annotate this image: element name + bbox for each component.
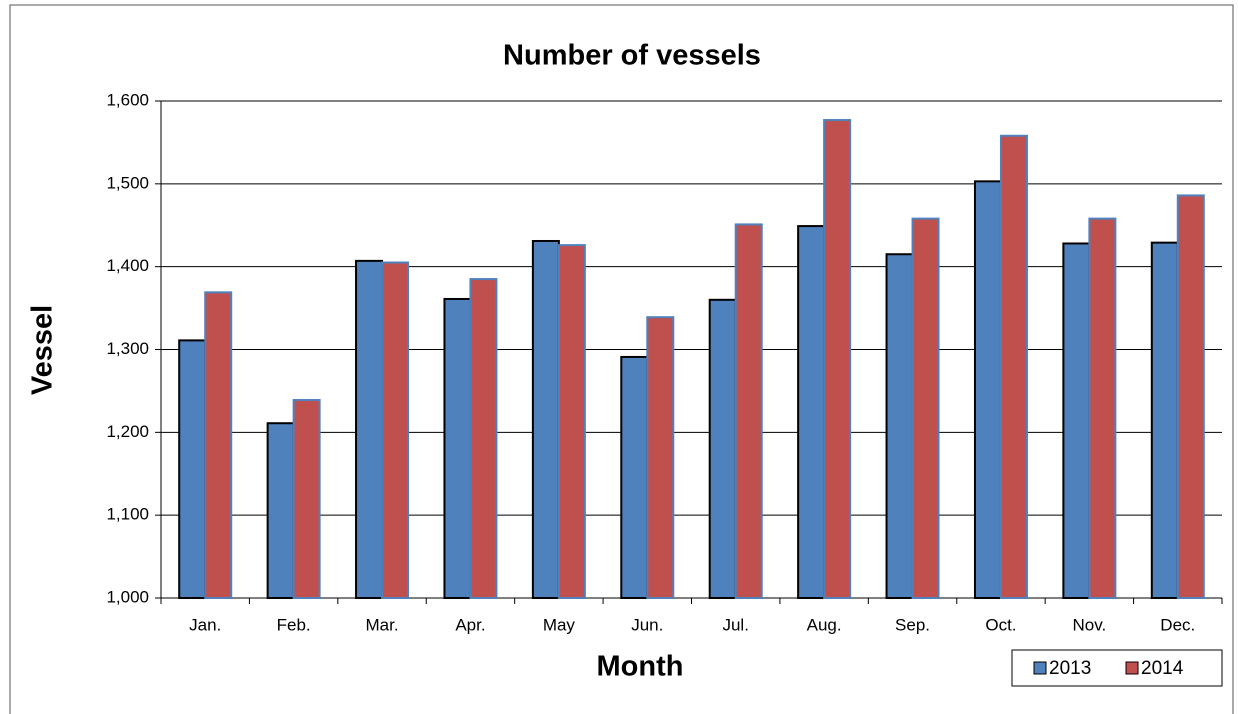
y-tick-label: 1,100: [106, 505, 149, 524]
bar: [620, 355, 649, 599]
x-tick-label: Sep.: [895, 615, 930, 634]
chart-frame: [9, 4, 1234, 714]
bar: [469, 278, 498, 599]
legend-label: 2013: [1049, 658, 1091, 679]
bar: [823, 119, 852, 599]
bar: [178, 339, 207, 599]
x-tick-label: Mar.: [366, 615, 399, 634]
x-tick-label: Apr.: [455, 615, 485, 634]
legend-label: 2014: [1141, 658, 1184, 679]
legend-swatch: [1033, 661, 1047, 675]
y-tick-label: 1,600: [106, 90, 149, 109]
y-tick-label: 1,300: [106, 339, 149, 358]
x-tick-label: Oct.: [985, 615, 1016, 634]
bar: [443, 297, 472, 599]
x-tick-label: May: [543, 615, 576, 634]
chart-title: Number of vessels: [503, 40, 761, 72]
y-axis-label: Vessel: [27, 305, 59, 395]
bar: [1150, 241, 1179, 600]
bar: [266, 422, 295, 600]
x-tick-label: Feb.: [277, 615, 311, 634]
bar: [999, 134, 1028, 599]
bar: [1062, 242, 1091, 599]
y-tick-label: 1,500: [106, 173, 149, 192]
y-tick-label: 1,400: [106, 256, 149, 275]
x-tick-label: Aug.: [807, 615, 842, 634]
x-tick-label: Jan.: [189, 615, 221, 634]
x-tick-label: Jul.: [722, 615, 748, 634]
bar: [885, 253, 914, 599]
bar: [708, 298, 737, 599]
bar: [734, 223, 763, 599]
bar: [1176, 194, 1205, 599]
bar: [557, 244, 586, 599]
bar: [355, 259, 384, 599]
bar: [973, 180, 1002, 599]
y-tick-label: 1,200: [106, 422, 149, 441]
bar: [1088, 217, 1117, 600]
x-axis-label: Month: [597, 651, 684, 683]
bar: [204, 291, 233, 599]
bar: [292, 399, 321, 599]
bar: [531, 239, 560, 599]
bar: [911, 217, 940, 600]
x-tick-label: Dec.: [1160, 615, 1195, 634]
bar: [797, 225, 826, 599]
bar: [381, 261, 410, 599]
bar: [646, 316, 675, 599]
legend-box: [1011, 649, 1223, 687]
legend-swatch: [1125, 661, 1139, 675]
y-tick-label: 1,000: [106, 587, 149, 606]
x-tick-label: Nov.: [1073, 615, 1107, 634]
x-tick-label: Jun.: [631, 615, 663, 634]
